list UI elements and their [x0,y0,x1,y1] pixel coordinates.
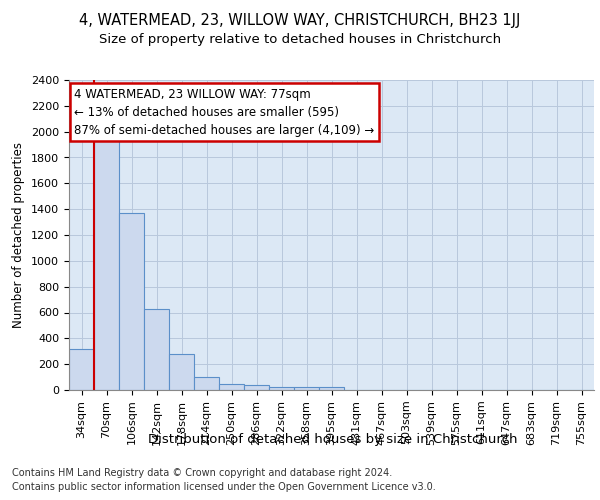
Bar [194,377,219,390]
Bar [144,308,169,390]
Bar [169,354,194,390]
Text: 4 WATERMEAD, 23 WILLOW WAY: 77sqm
← 13% of detached houses are smaller (595)
87%: 4 WATERMEAD, 23 WILLOW WAY: 77sqm ← 13% … [74,88,374,136]
Bar [119,213,144,390]
Bar [244,385,269,390]
Text: Distribution of detached houses by size in Christchurch: Distribution of detached houses by size … [148,432,518,446]
Bar [319,388,344,390]
Text: Size of property relative to detached houses in Christchurch: Size of property relative to detached ho… [99,32,501,46]
Bar [294,388,319,390]
Y-axis label: Number of detached properties: Number of detached properties [13,142,25,328]
Bar [269,388,294,390]
Text: 4, WATERMEAD, 23, WILLOW WAY, CHRISTCHURCH, BH23 1JJ: 4, WATERMEAD, 23, WILLOW WAY, CHRISTCHUR… [79,12,521,28]
Bar [219,384,244,390]
Text: Contains HM Land Registry data © Crown copyright and database right 2024.: Contains HM Land Registry data © Crown c… [12,468,392,477]
Bar [69,348,94,390]
Text: Contains public sector information licensed under the Open Government Licence v3: Contains public sector information licen… [12,482,436,492]
Bar [94,138,119,390]
